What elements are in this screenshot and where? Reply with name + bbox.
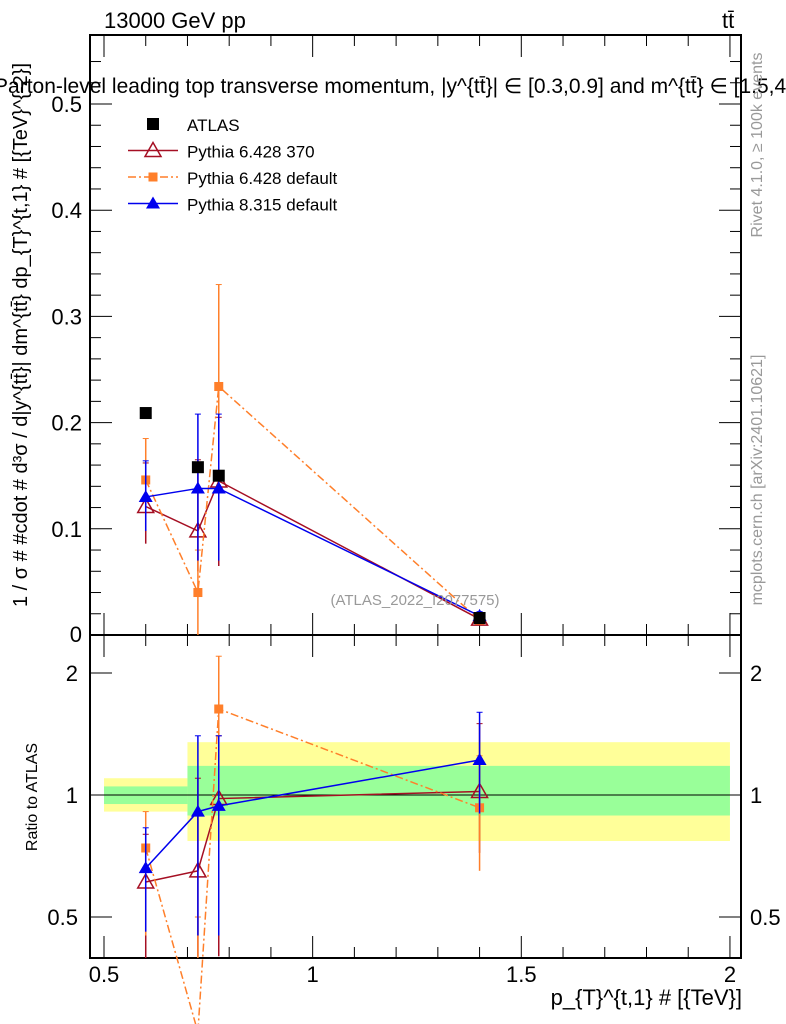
- legend-pythia-6-428-370-label: Pythia 6.428 370: [187, 143, 315, 162]
- x-axis-label: p_{T}^{t,1} # [{TeV}]: [551, 985, 742, 1010]
- pythia-8-315-default-point: [472, 753, 487, 766]
- ratio-y-tick-label: 0.5: [47, 905, 78, 930]
- atlas-point: [212, 469, 225, 482]
- side-text-rivet: Rivet 4.1.0, ≥ 100k events: [749, 53, 766, 238]
- pythia-6-428-default-point: [214, 704, 224, 714]
- pythia-8-315-default-point: [211, 798, 226, 811]
- x-tick-label: 2: [724, 962, 736, 987]
- chart-title: Parton-level leading top transverse mome…: [0, 75, 786, 98]
- pythia-8-315-default-line: [145, 759, 480, 869]
- atlas-point: [191, 461, 204, 474]
- legend-pythia-8-315-default-marker: [146, 196, 160, 209]
- pythia-8-315-default-point: [190, 804, 205, 817]
- ratio-y-tick-label: 2: [66, 661, 78, 686]
- legend-pythia-8-315-default-label: Pythia 8.315 default: [187, 196, 338, 215]
- pythia-6-428-370-line: [145, 479, 480, 620]
- ratio-y-tick-label: 1: [66, 783, 78, 808]
- x-tick-label: 1.5: [506, 962, 537, 987]
- pythia-6-428-370-line: [145, 790, 480, 883]
- legend-pythia-6-428-370-marker: [143, 140, 163, 158]
- y-tick-label: 0.3: [51, 304, 82, 329]
- legend-atlas-marker: [147, 118, 159, 130]
- header-right: tt̄: [722, 8, 734, 33]
- legend-pythia-6-428-default-label: Pythia 6.428 default: [187, 169, 338, 188]
- pythia-8-315-default-point: [211, 481, 226, 494]
- atlas-point: [139, 407, 152, 420]
- ratio-y-tick-label-right: 1: [750, 783, 762, 808]
- ratio-y-axis-label: Ratio to ATLAS: [24, 743, 41, 851]
- watermark: (ATLAS_2022_I2077575): [330, 592, 499, 609]
- y-axis-label: 1 / σ # #cdot # d³σ / d|y^{tt̄}| dm^{tt̄…: [10, 63, 32, 607]
- pythia-6-428-default-point: [193, 588, 203, 598]
- y-tick-label: 0.4: [51, 198, 82, 223]
- x-tick-label: 1: [307, 962, 319, 987]
- side-text-mcplots: mcplots.cern.ch [arXiv:2401.10621]: [749, 355, 766, 606]
- y-tick-label: 0.1: [51, 517, 82, 542]
- header-left: 13000 GeV pp: [104, 8, 246, 33]
- legend-pythia-6-428-default-marker: [148, 172, 158, 182]
- pythia-6-428-default-point: [214, 381, 224, 391]
- pythia-6-428-default-line: [145, 707, 480, 1024]
- legend-atlas-label: ATLAS: [187, 116, 240, 135]
- ratio-frame: [89, 634, 742, 959]
- y-tick-label: 0: [70, 622, 82, 647]
- y-tick-label: 0.5: [51, 92, 82, 117]
- y-tick-label: 0.2: [51, 411, 82, 436]
- ratio-y-tick-label-right: 0.5: [750, 905, 781, 930]
- uncertainty-band-green: [187, 765, 730, 816]
- pythia-8-315-default-point: [138, 489, 153, 502]
- pythia-8-315-default-line: [145, 487, 480, 617]
- ratio-y-tick-label-right: 2: [750, 661, 762, 686]
- pythia-6-428-default-line: [145, 384, 481, 621]
- atlas-point: [473, 612, 486, 625]
- x-tick-label: 0.5: [89, 962, 120, 987]
- pythia-8-315-default-point: [138, 861, 153, 874]
- pythia-8-315-default-point: [190, 481, 205, 494]
